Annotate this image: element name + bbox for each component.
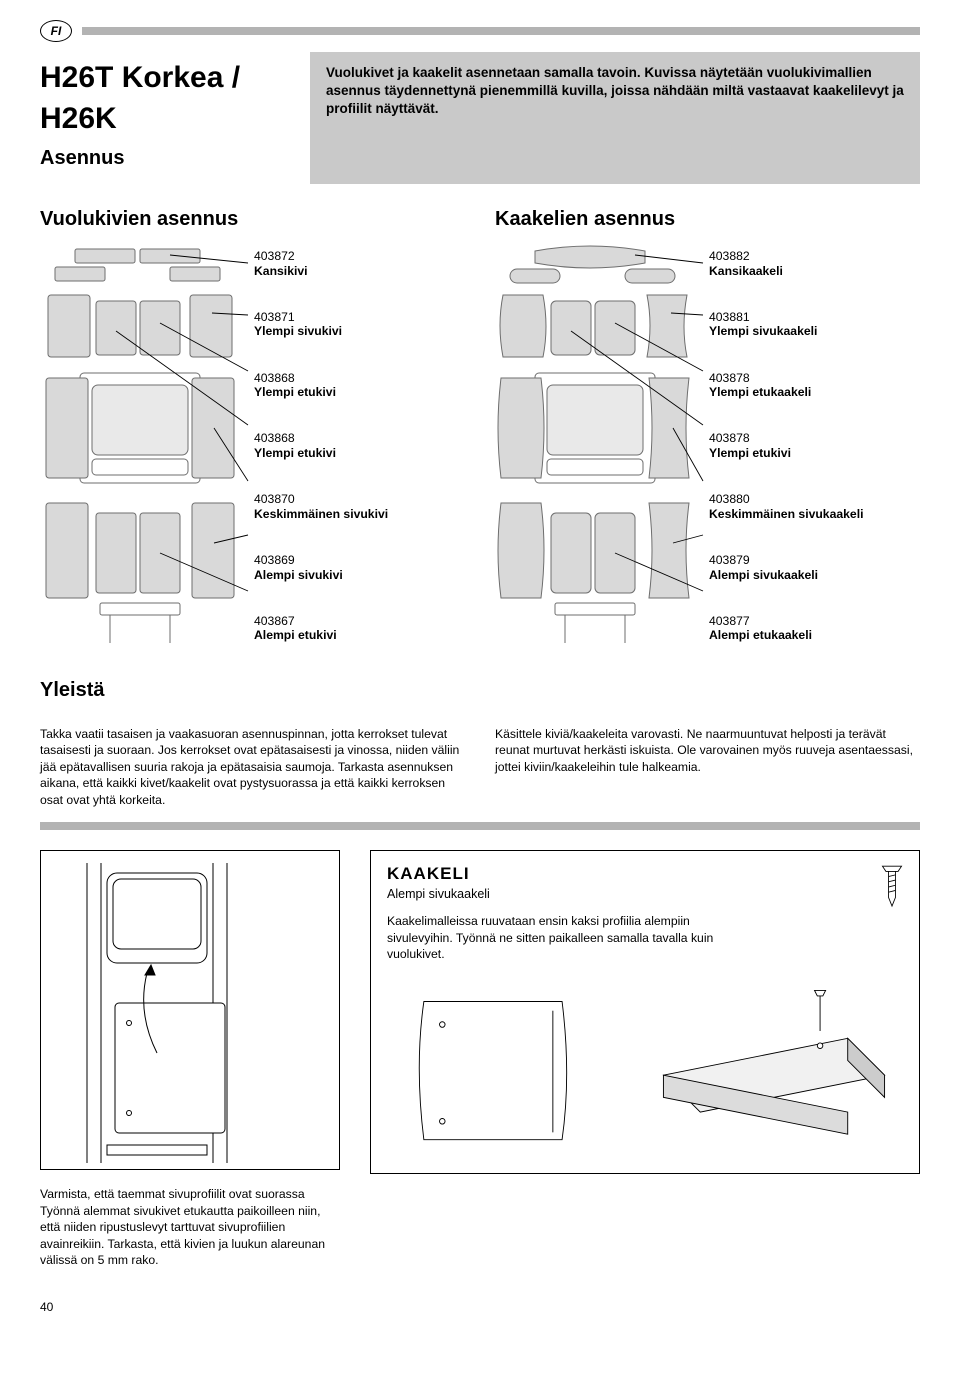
left-exploded-diagram	[40, 243, 250, 663]
profile-insert-diagram	[40, 850, 340, 1170]
part-label: 403871Ylempi sivukivi	[254, 310, 465, 339]
part-number: 403882	[709, 249, 920, 264]
left-labels: 403872Kansikivi403871Ylempi sivukivi4038…	[254, 243, 465, 663]
part-label: 403878Ylempi etukivi	[709, 431, 920, 460]
part-label: 403868Ylempi etukivi	[254, 371, 465, 400]
screw-icon	[879, 861, 905, 913]
profile-caption: Varmista, että taemmat sivuprofiilit ova…	[40, 1186, 340, 1268]
part-label: 403870Keskimmäinen sivukivi	[254, 492, 465, 521]
part-number: 403872	[254, 249, 465, 264]
page-number: 40	[40, 1299, 920, 1315]
part-name: Alempi etukaakeli	[709, 628, 920, 643]
part-label: 403878Ylempi etukaakeli	[709, 371, 920, 400]
part-label: 403881Ylempi sivukaakeli	[709, 310, 920, 339]
part-label: 403868Ylempi etukivi	[254, 431, 465, 460]
language-badge: FI	[40, 20, 72, 42]
part-label: 403869Alempi sivukivi	[254, 553, 465, 582]
kaakeli-text: Kaakelimalleissa ruuvataan ensin kaksi p…	[387, 913, 717, 962]
header-row: FI	[40, 20, 920, 42]
yleista-col1: Takka vaatii tasaisen ja vaakasuoran ase…	[40, 726, 465, 808]
part-name: Ylempi sivukaakeli	[709, 324, 920, 339]
intro-box: Vuolukivet ja kaakelit asennetaan samall…	[310, 52, 920, 184]
part-label: 403880Keskimmäinen sivukaakeli	[709, 492, 920, 521]
part-number: 403879	[709, 553, 920, 568]
part-label: 403872Kansikivi	[254, 249, 465, 278]
header-bar	[82, 27, 920, 35]
kaakeli-box: KAAKELI Alempi sivukaakeli Kaakelimallei…	[370, 850, 920, 1173]
part-number: 403880	[709, 492, 920, 507]
kaakeli-heading: KAAKELI	[387, 863, 903, 886]
part-name: Ylempi sivukivi	[254, 324, 465, 339]
yleista-heading: Yleistä	[40, 677, 920, 704]
right-heading: Kaakelien asennus	[495, 206, 920, 233]
part-number: 403871	[254, 310, 465, 325]
part-name: Ylempi etukivi	[254, 446, 465, 461]
part-number: 403867	[254, 614, 465, 629]
part-number: 403877	[709, 614, 920, 629]
part-label: 403867Alempi etukivi	[254, 614, 465, 643]
part-number: 403881	[709, 310, 920, 325]
part-label: 403882Kansikaakeli	[709, 249, 920, 278]
part-number: 403868	[254, 431, 465, 446]
part-label: 403877Alempi etukaakeli	[709, 614, 920, 643]
right-labels: 403882Kansikaakeli 403881Ylempi sivukaake…	[709, 243, 920, 663]
part-name: Ylempi etukivi	[254, 385, 465, 400]
part-name: Keskimmäinen sivukivi	[254, 507, 465, 522]
part-number: 403878	[709, 371, 920, 386]
part-label: 403879Alempi sivukaakeli	[709, 553, 920, 582]
part-name: Ylempi etukaakeli	[709, 385, 920, 400]
page-title: H26T Korkea / H26K	[40, 58, 290, 139]
part-name: Kansikaakeli	[709, 264, 920, 279]
part-number: 403869	[254, 553, 465, 568]
part-number: 403870	[254, 492, 465, 507]
right-exploded-diagram	[495, 243, 705, 663]
part-name: Alempi sivukaakeli	[709, 568, 920, 583]
part-name: Keskimmäinen sivukaakeli	[709, 507, 920, 522]
page-subtitle: Asennus	[40, 145, 290, 172]
part-name: Kansikivi	[254, 264, 465, 279]
part-name: Alempi sivukivi	[254, 568, 465, 583]
yleista-col2: Käsittele kiviä/kaakeleita varovasti. Ne…	[495, 726, 920, 808]
part-name: Ylempi etukivi	[709, 446, 920, 461]
kaakeli-sub: Alempi sivukaakeli	[387, 886, 903, 903]
section-bar	[40, 822, 920, 830]
part-name: Alempi etukivi	[254, 628, 465, 643]
part-number: 403868	[254, 371, 465, 386]
part-number: 403878	[709, 431, 920, 446]
left-heading: Vuolukivien asennus	[40, 206, 465, 233]
kaakeli-diagram	[387, 971, 903, 1161]
